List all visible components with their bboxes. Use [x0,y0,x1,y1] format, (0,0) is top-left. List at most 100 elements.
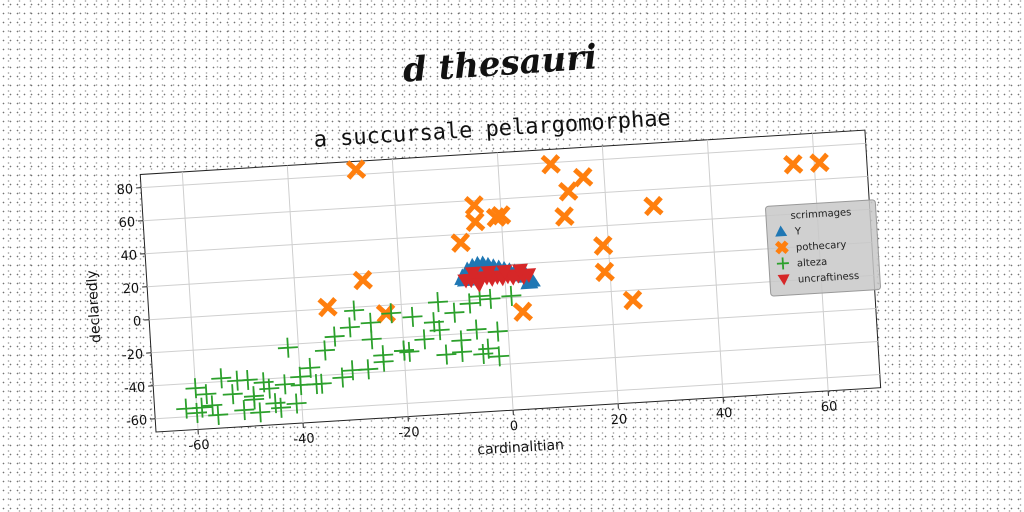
data-point-uncraftiness [496,264,513,280]
data-point-alteza [227,370,248,391]
legend-marker-Y [775,225,788,237]
data-point-alteza [211,368,232,389]
data-point-alteza [314,340,335,361]
series-alteza [176,285,522,425]
y-tick-label: -20 [122,347,144,363]
data-point-pothecary [540,154,561,175]
data-point-alteza [202,395,223,416]
y-grid-line [145,208,870,255]
data-point-uncraftiness [520,268,537,283]
data-point-alteza [300,357,321,378]
data-point-alteza [473,343,494,365]
legend-marker-uncraftiness [777,274,790,286]
x-grid-line [391,159,409,417]
data-point-pothecary [512,301,534,322]
y-tick-label: 60 [118,215,135,231]
x-grid-line [496,152,514,411]
y-tick-label: 40 [120,248,137,264]
x-axis-label: cardinalitian [477,437,564,458]
legend-label-Y: Y [794,226,803,237]
y-tick-label: -60 [126,413,148,429]
data-point-alteza [324,326,345,347]
data-point-alteza [466,319,487,340]
x-grid-line [706,139,724,398]
data-point-alteza [373,351,394,372]
y-grid-line [151,307,876,354]
data-point-alteza [339,317,360,338]
data-point-pothecary [485,207,507,228]
legend-marker-alteza [776,257,789,270]
legend-title: scrimmages [790,207,851,222]
data-point-pothecary [317,297,338,318]
data-point-alteza [185,378,206,399]
data-point-alteza [277,337,298,358]
data-point-alteza [222,384,243,405]
data-point-alteza [270,397,292,418]
data-point-alteza [478,338,499,359]
data-point-alteza [414,329,435,350]
y-grid-line [153,340,878,387]
legend-marker-pothecary [774,240,789,255]
legend-label-uncraftiness: uncraftiness [798,271,860,286]
data-point-pothecary [622,289,643,311]
data-point-uncraftiness [464,266,481,282]
data-point-pothecary [783,154,804,175]
data-point-pothecary [593,235,614,256]
data-point-alteza [358,359,379,380]
data-point-pothecary [643,195,664,217]
data-point-alteza [429,320,450,341]
data-point-alteza [423,312,444,333]
y-grid-line [141,142,866,189]
y-grid-line [143,175,868,222]
axis-ticks: -60 -40 -20 0 20 40 60 -60 -40 -20 0 20 40 60 80 [116,182,838,454]
y-axis-label: declaredly [84,270,104,344]
y-tick-label: 0 [133,314,142,329]
data-point-alteza [480,288,501,309]
y-tick-label: 80 [116,182,133,198]
data-point-pothecary [352,270,373,291]
data-point-pothecary [809,152,830,173]
y-tick-label: -40 [124,380,146,396]
legend-box [765,199,881,297]
data-point-alteza [381,303,402,324]
data-point-pothecary [558,181,579,202]
data-point-uncraftiness [480,265,497,281]
data-marks [176,152,830,425]
x-tick-label: -40 [293,431,315,447]
data-point-pothecary [491,205,512,226]
data-point-uncraftiness [470,277,487,293]
data-point-pothecary [464,195,485,216]
data-point-pothecary [594,261,615,283]
data-point-alteza [487,321,508,342]
data-point-alteza [436,344,457,365]
data-point-alteza [489,346,510,367]
data-point-alteza [243,386,264,407]
x-tick-label: 0 [509,419,518,434]
y-tick-label: 20 [122,281,139,297]
data-point-alteza [274,374,295,395]
data-point-pothecary [450,232,471,253]
data-point-alteza [253,372,274,393]
x-tick-label: 60 [820,399,837,415]
legend-label-alteza: alteza [797,257,828,270]
data-point-alteza [265,393,286,414]
data-point-alteza [361,329,382,350]
data-point-pothecary [573,167,594,188]
data-point-alteza [186,402,208,423]
data-point-alteza [393,340,415,361]
x-tick-label: 40 [715,406,732,422]
data-point-pothecary [465,211,486,233]
data-point-alteza [234,399,255,421]
x-tick-label: -60 [188,438,210,454]
data-point-alteza [286,393,307,414]
legend-label-pothecary: pothecary [796,240,847,254]
data-point-alteza [501,285,522,306]
data-point-alteza [452,341,473,363]
data-point-uncraftiness [511,263,528,279]
data-point-alteza [444,302,465,323]
data-point-alteza [306,374,327,395]
data-point-alteza [196,384,217,405]
data-point-alteza [402,306,423,327]
